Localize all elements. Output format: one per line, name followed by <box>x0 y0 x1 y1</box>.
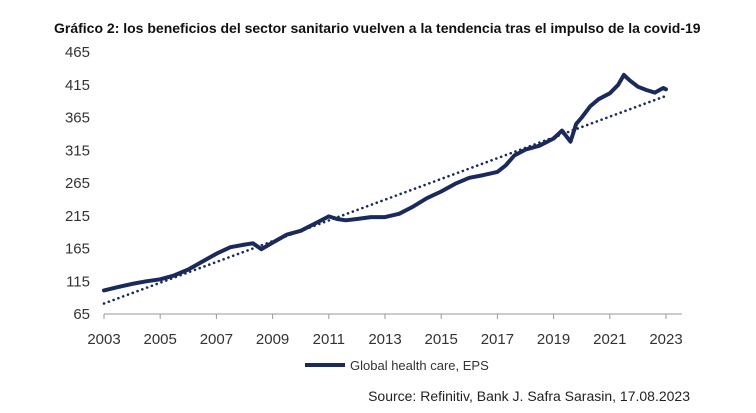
x-tick-label: 2011 <box>313 331 345 348</box>
legend-label: Global health care, EPS <box>350 358 489 373</box>
x-tick-label: 2009 <box>256 331 289 348</box>
series-layer <box>102 72 668 305</box>
x-tick-label: 2013 <box>368 331 401 348</box>
y-tick-label: 65 <box>73 306 90 323</box>
y-tick-label: 215 <box>65 208 90 225</box>
x-tick-label: 2017 <box>481 331 514 348</box>
y-tick-label: 265 <box>65 175 90 192</box>
x-tick-label: 2021 <box>593 331 626 348</box>
x-tick-label: 2019 <box>537 331 570 348</box>
y-tick-label: 415 <box>65 77 90 94</box>
trend-line <box>102 94 668 305</box>
y-tick-label: 365 <box>65 110 90 127</box>
source-note: Source: Refinitiv, Bank J. Safra Sarasin… <box>368 388 690 404</box>
legend: Global health care, EPS <box>305 358 489 373</box>
x-tick-label: 2015 <box>425 331 458 348</box>
axes: 65 115 165 215 265 315 365 415 465 2003 2005 2007 20… <box>65 44 683 348</box>
chart-title: Gráfico 2: los beneficios del sector san… <box>54 20 701 36</box>
y-tick-label: 165 <box>65 241 90 258</box>
x-tick-label: 2023 <box>649 331 682 348</box>
y-tick-label: 315 <box>65 142 90 159</box>
x-tick-label: 2005 <box>144 331 177 348</box>
y-tick-label: 465 <box>65 44 90 61</box>
y-tick-label: 115 <box>66 273 90 290</box>
x-tick-label: 2003 <box>87 331 120 348</box>
x-tick-label: 2007 <box>200 331 233 348</box>
series-line-global-health-care-eps <box>102 72 668 293</box>
